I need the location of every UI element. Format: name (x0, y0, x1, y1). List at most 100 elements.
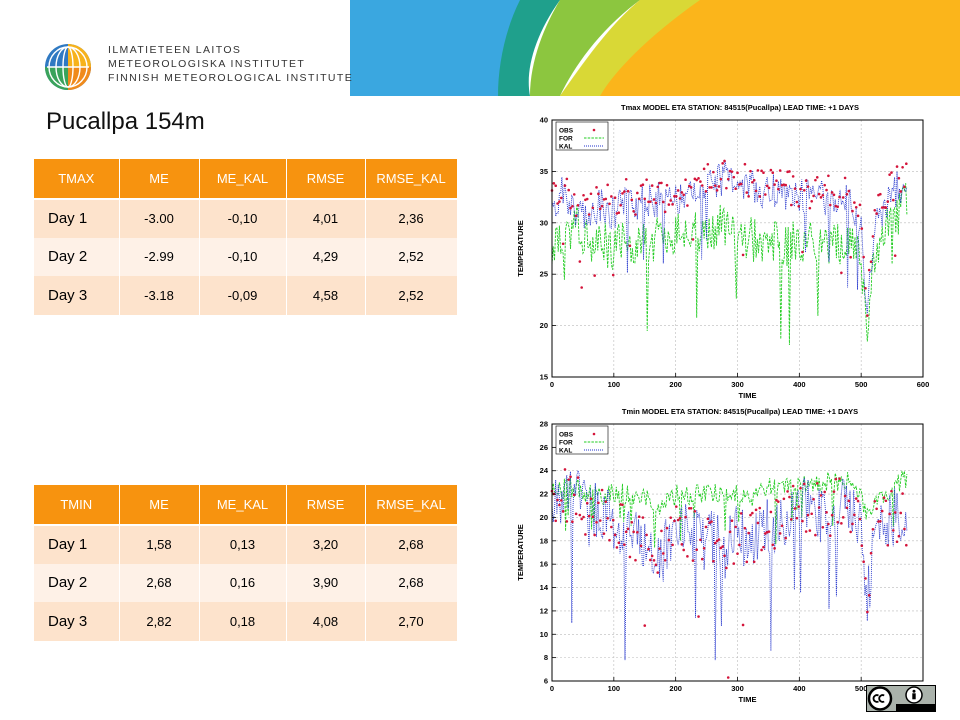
obs-point (784, 183, 788, 187)
obs-point (710, 186, 713, 189)
obs-point (815, 176, 819, 179)
obs-point (673, 519, 676, 523)
obs-point (873, 499, 877, 503)
obs-point (717, 538, 721, 541)
obs-point (652, 198, 656, 201)
fmi-logo: ILMATIETEEN LAITOS METEOROLOGISKA INSTIT… (44, 42, 352, 92)
table-header-row: TMIN ME ME_KAL RMSE RMSE_KAL (34, 485, 458, 526)
obs-point (749, 169, 752, 173)
y-tick-label: 25 (540, 270, 548, 279)
obs-point (873, 208, 877, 212)
obs-point (719, 177, 723, 181)
obs-point (613, 533, 617, 537)
obs-point (676, 189, 680, 192)
header-cell: ME_KAL (199, 159, 287, 200)
obs-point (641, 516, 645, 519)
obs-point (563, 468, 567, 471)
obs-point (669, 516, 673, 519)
obs-point (702, 546, 706, 550)
obs-point (558, 503, 561, 507)
obs-point (736, 171, 739, 175)
obs-point (871, 235, 875, 238)
obs-point (832, 490, 836, 493)
obs-point (875, 212, 878, 215)
fmi-logo-mark (45, 44, 91, 90)
y-tick-label: 35 (540, 167, 548, 176)
table-cell: 2,52 (365, 237, 458, 276)
obs-point (866, 610, 869, 614)
obs-point (712, 170, 715, 174)
legend-box (555, 425, 609, 455)
row-label: Day 3 (34, 602, 120, 641)
x-tick-label: 200 (669, 380, 682, 389)
obs-point (591, 515, 595, 519)
obs-point (578, 260, 582, 263)
obs-point (808, 206, 812, 210)
obs-point (745, 560, 749, 564)
legend-swatch (592, 128, 596, 132)
y-tick-label: 18 (540, 536, 548, 545)
header-cell: RMSE_KAL (365, 159, 458, 200)
obs-point (585, 501, 589, 505)
obs-point (869, 260, 873, 264)
obs-point (762, 171, 765, 175)
obs-point (804, 530, 808, 533)
obs-point (587, 213, 591, 216)
y-tick-label: 40 (540, 116, 548, 125)
obs-point (572, 193, 576, 196)
obs-point (563, 184, 567, 187)
obs-point (739, 182, 743, 186)
table-cell: 3,20 (286, 525, 366, 564)
banner-swoosh-green (530, 0, 640, 96)
obs-point (576, 203, 580, 207)
obs-point (806, 185, 810, 188)
obs-point (884, 206, 888, 209)
obs-point (700, 557, 704, 561)
obs-point (817, 506, 821, 509)
legend-label: OBS (559, 432, 574, 439)
obs-point (777, 187, 780, 191)
legend-label: FOR (559, 440, 573, 447)
obs-point (726, 676, 730, 679)
obs-point (739, 512, 743, 515)
table-cell: 3,90 (286, 563, 366, 602)
obs-point (725, 566, 728, 570)
obs-point (728, 530, 732, 534)
table-cell: 4,08 (286, 602, 366, 641)
x-tick-label: 200 (669, 684, 682, 693)
row-label: Day 2 (34, 563, 120, 602)
obs-point (699, 180, 702, 183)
obs-point (554, 184, 558, 188)
obs-point (721, 162, 724, 165)
obs-point (845, 506, 849, 510)
row-label: Day 2 (34, 237, 120, 276)
obs-point (860, 227, 864, 230)
obs-point (669, 199, 673, 202)
obs-point (801, 519, 804, 523)
x-tick-label: 0 (550, 380, 554, 389)
chart-ticks: 0100200300400500600681012141618202224262… (540, 420, 930, 694)
obs-point (662, 200, 665, 204)
obs-point (719, 546, 723, 550)
table-cell: 4,01 (286, 199, 366, 238)
table-cell: 2,70 (365, 602, 458, 641)
table-row: Day 3 2,82 0,18 4,08 2,70 (34, 602, 458, 641)
obs-point (578, 513, 582, 517)
obs-point (591, 206, 595, 210)
x-tick-label: 100 (608, 684, 621, 693)
obs-point (700, 184, 704, 187)
table-row: Day 3 -3.18 -0,09 4,58 2,52 (34, 276, 458, 315)
header-cell: RMSE (286, 159, 366, 200)
header-cell: RMSE (286, 485, 366, 526)
obs-point (665, 183, 669, 187)
obs-point (730, 170, 734, 173)
obs-point (817, 192, 821, 196)
tmin-timeseries-chart: Tmin MODEL ETA STATION: 84515(Pucallpa) … (516, 407, 930, 704)
obs-point (799, 187, 802, 191)
table-row: Day 1 1,58 0,13 3,20 2,68 (34, 525, 458, 564)
obs-point (636, 191, 639, 195)
banner-swoosh-teal (498, 0, 560, 96)
obs-point (810, 199, 813, 203)
obs-point (554, 519, 558, 523)
logo-line-swedish: METEOROLOGISKA INSTITUTET (108, 58, 306, 70)
